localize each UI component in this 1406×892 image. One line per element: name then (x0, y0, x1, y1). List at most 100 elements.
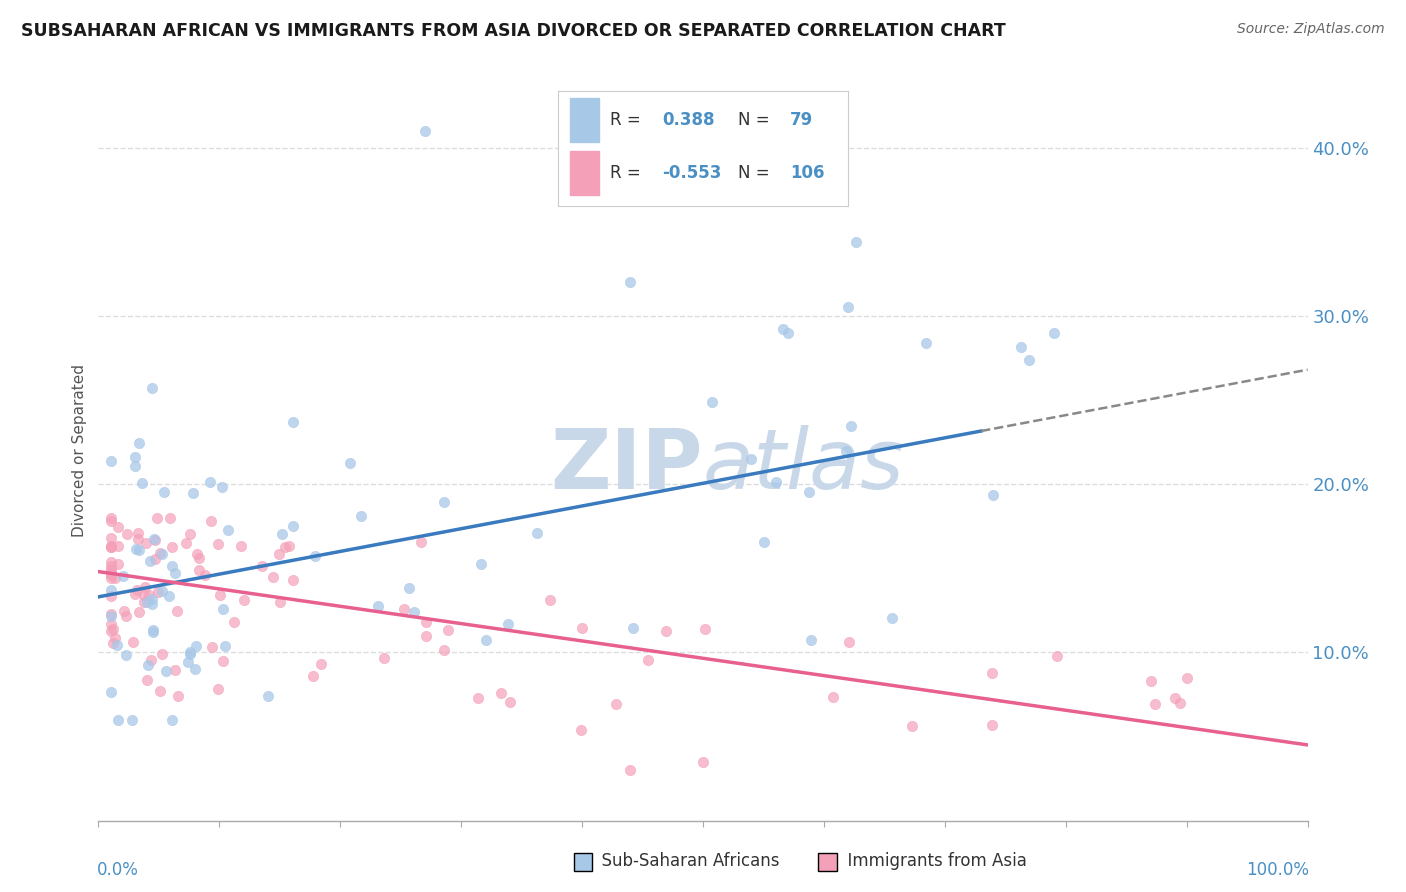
Point (398, 582, 420, 596)
Point (845, 235, 868, 249)
Point (101, 636, 124, 650)
Point (217, 523, 239, 537)
Point (1164, 691, 1187, 706)
Point (900, 718, 922, 732)
Point (267, 547, 290, 561)
Point (776, 326, 799, 340)
Point (655, 624, 678, 638)
Point (174, 536, 197, 550)
Point (637, 653, 659, 667)
Point (153, 484, 176, 499)
Point (470, 557, 492, 571)
Point (100, 559, 122, 574)
Text: SUBSAHARAN AFRICAN VS IMMIGRANTS FROM ASIA DIVORCED OR SEPARATED CORRELATION CHA: SUBSAHARAN AFRICAN VS IMMIGRANTS FROM AS… (21, 22, 1005, 40)
Point (100, 540, 122, 554)
Point (772, 321, 794, 335)
Point (1140, 674, 1163, 689)
Point (100, 539, 122, 553)
Point (150, 547, 173, 561)
Point (693, 623, 716, 637)
Point (155, 665, 177, 679)
Point (134, 580, 156, 594)
Point (283, 574, 305, 588)
Point (103, 622, 125, 636)
Point (142, 625, 165, 640)
Point (166, 604, 188, 618)
Point (207, 681, 229, 696)
Point (981, 666, 1004, 681)
Point (100, 568, 122, 582)
Point (409, 535, 432, 549)
Point (100, 510, 122, 524)
Point (304, 549, 326, 563)
Point (981, 717, 1004, 731)
Point (136, 658, 159, 673)
Point (159, 510, 181, 524)
Point (121, 713, 143, 727)
Text: 0.0%: 0.0% (97, 862, 139, 880)
Point (149, 546, 172, 560)
Point (128, 435, 150, 450)
Point (115, 527, 138, 541)
Point (100, 540, 122, 554)
Point (367, 599, 389, 614)
Point (127, 532, 149, 546)
Point (100, 562, 122, 576)
Point (1045, 648, 1067, 663)
Point (100, 566, 122, 581)
Point (194, 568, 217, 582)
Point (1168, 696, 1191, 710)
Point (100, 564, 122, 578)
Point (124, 459, 146, 474)
Point (143, 533, 166, 547)
Text: atlas: atlas (703, 425, 904, 506)
Point (692, 755, 714, 769)
Point (160, 713, 183, 727)
Point (1175, 671, 1198, 685)
Point (160, 559, 183, 574)
Point (571, 723, 593, 737)
Point (211, 480, 233, 494)
Point (839, 419, 862, 434)
Point (177, 655, 200, 669)
Point (915, 335, 938, 350)
Point (281, 415, 304, 429)
Point (184, 662, 207, 676)
Point (1144, 697, 1167, 711)
Point (222, 615, 245, 629)
Point (207, 537, 229, 551)
Point (489, 686, 512, 700)
Point (200, 514, 222, 528)
Point (538, 592, 561, 607)
Point (134, 588, 156, 602)
Point (283, 518, 305, 533)
Point (163, 566, 186, 580)
Point (212, 602, 235, 616)
Point (437, 623, 460, 637)
Point (179, 647, 201, 661)
Point (256, 689, 278, 703)
Point (201, 640, 224, 655)
Point (880, 611, 903, 625)
Point (124, 450, 146, 465)
Point (754, 534, 776, 549)
Point (270, 527, 292, 541)
Point (105, 638, 128, 652)
Point (797, 485, 820, 500)
Point (125, 583, 148, 598)
Point (232, 592, 254, 607)
Point (167, 689, 190, 703)
Point (186, 547, 208, 561)
Point (181, 486, 204, 500)
Point (1018, 353, 1040, 368)
Point (184, 639, 207, 653)
Text: 100.0%: 100.0% (1246, 862, 1309, 880)
Point (165, 663, 187, 677)
Point (740, 452, 762, 467)
Y-axis label: Divorced or Separated: Divorced or Separated (72, 364, 87, 537)
Point (100, 555, 122, 569)
Point (188, 562, 211, 576)
Point (141, 381, 163, 395)
Point (350, 509, 373, 524)
Text: Sub-Saharan Africans: Sub-Saharan Africans (591, 852, 779, 870)
